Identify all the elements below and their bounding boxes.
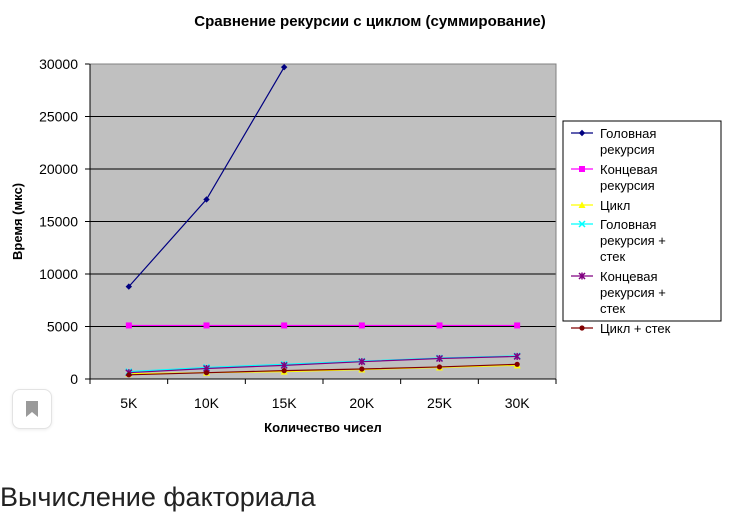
series-cikl-stek-point (126, 372, 132, 378)
series-koncevaya-rekursiya-stek-point (358, 358, 366, 366)
x-tick-label: 30K (505, 395, 531, 411)
legend-swatch-marker (578, 220, 586, 228)
series-koncevaya-rekursiya-stek-point (435, 354, 444, 363)
legend-swatch-marker (579, 325, 585, 331)
x-tick-label: 20K (349, 395, 375, 411)
y-tick-label: 30000 (39, 56, 78, 72)
legend-label: Цикл (600, 198, 630, 213)
y-tick-label: 5000 (47, 319, 78, 335)
x-tick-label: 5K (120, 395, 138, 411)
chart-title: Сравнение рекурсии с циклом (суммировани… (194, 13, 545, 30)
series-golovnaya-rekursiya-point (125, 283, 133, 290)
legend-swatch-marker (578, 129, 586, 137)
legend-label: Концевая рекурсия (600, 162, 658, 193)
legend-label: Головная рекурсия (600, 126, 656, 157)
series-cikl-stek-point (359, 366, 365, 372)
legend-label: Концевая рекурсия + стек (600, 269, 666, 316)
x-tick-label: 15K (272, 395, 298, 411)
y-tick-label: 25000 (39, 109, 78, 125)
series-koncevaya-rekursiya-point (514, 322, 521, 329)
legend-swatch-marker (579, 166, 585, 172)
x-tick-label: 25K (427, 395, 453, 411)
series-koncevaya-rekursiya-point (203, 322, 210, 329)
legend-swatch-marker (578, 201, 586, 208)
series-koncevaya-rekursiya-point (281, 322, 288, 329)
series-koncevaya-rekursiya-stek-point (280, 361, 288, 369)
y-axis-title: Время (мкс) (10, 183, 25, 260)
x-tick-label: 10K (194, 395, 220, 411)
series-golovnaya-rekursiya-point (203, 196, 210, 203)
series-cikl-stek-point (203, 370, 210, 376)
y-tick-label: 20000 (39, 161, 78, 177)
legend-label: Головная рекурсия + стек (600, 217, 666, 264)
series-koncevaya-rekursiya-stek-point (513, 352, 521, 360)
y-tick-label: 15000 (39, 214, 78, 230)
series-cikl-stek-point (436, 364, 443, 370)
series-golovnaya-rekursiya-point (280, 63, 288, 71)
bookmark-icon (26, 401, 38, 417)
legend-swatch-marker (578, 272, 586, 280)
section-heading: Вычисление факториала (0, 482, 316, 512)
series-koncevaya-rekursiya-point (436, 322, 443, 329)
series-koncevaya-rekursiya-stek-line (128, 355, 518, 374)
series-cikl-stek-point (281, 368, 287, 374)
chart: Сравнение рекурсии с циклом (суммировани… (10, 13, 722, 435)
y-tick-label: 10000 (39, 266, 78, 282)
series-cikl-stek-point (514, 361, 520, 367)
x-axis-title: Количество чисел (264, 420, 382, 435)
series-koncevaya-rekursiya-point (358, 322, 365, 329)
series-koncevaya-rekursiya-point (125, 322, 132, 329)
y-tick-label: 0 (70, 371, 78, 387)
legend (562, 120, 722, 322)
legend-label: Цикл + стек (600, 321, 671, 336)
bookmark-button[interactable] (12, 389, 52, 429)
series-cikl-stek-line (128, 363, 518, 376)
